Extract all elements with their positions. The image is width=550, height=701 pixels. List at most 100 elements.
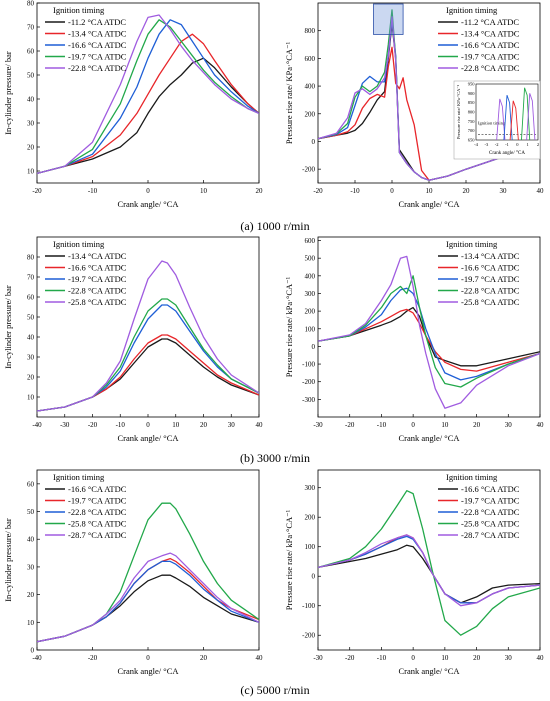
x-tick-label: 20 (473, 654, 481, 662)
legend-label: -16.6 °CA ATDC (461, 263, 520, 273)
x-tick-label: 40 (537, 421, 545, 429)
x-tick-label: -10 (350, 187, 360, 195)
x-tick-label: 0 (411, 421, 415, 429)
inset-x-tick-label: -4 (474, 142, 478, 147)
legend-label: -16.6 °CA ATDC (68, 40, 127, 50)
legend-title: Ignition timing (53, 5, 105, 15)
y-tick-label: 300 (305, 290, 316, 298)
y-tick-label: 400 (305, 272, 316, 280)
y-tick-label: 40 (27, 536, 35, 544)
y-tick-label: 200 (305, 514, 316, 522)
series-line (37, 19, 259, 175)
series-line (318, 287, 540, 381)
legend-label: -22.8 °CA ATDC (68, 63, 127, 73)
x-tick-label: 20 (463, 187, 471, 195)
x-tick-label: 30 (505, 421, 513, 429)
legend-label: -19.7 °CA ATDC (461, 274, 520, 284)
inset-series-line (496, 98, 506, 141)
legend-label: -16.6 °CA ATDC (68, 263, 127, 273)
x-tick-label: -20 (345, 654, 355, 662)
legend-label: -11.2 °CA ATDC (68, 17, 126, 27)
x-axis-label: Crank angle/ °CA (118, 199, 180, 209)
x-tick-label: 10 (441, 654, 449, 662)
y-tick-label: 60 (27, 48, 35, 56)
y-tick-label: -100 (302, 361, 315, 369)
x-tick-label: 20 (473, 421, 481, 429)
inset-y-tick-label: 700 (468, 128, 476, 133)
x-tick-label: 0 (390, 187, 394, 195)
chart-c-prr: -30 -20 -10 0 10 20 30 40-200-1000100200300Cran… (284, 469, 545, 676)
series-line (37, 304, 259, 412)
inset-x-tick-label: -1 (505, 142, 509, 147)
series-line (318, 308, 540, 372)
legend-label: -19.7 °CA ATDC (68, 496, 127, 506)
x-tick-label: 10 (441, 421, 449, 429)
zoom-highlight (373, 3, 404, 35)
y-tick-label: -200 (302, 166, 315, 174)
y-axis-label: Pressure rise rate/ kPa·°CA⁻¹ (284, 509, 294, 610)
y-tick-label: 30 (27, 120, 35, 128)
x-tick-label: 40 (537, 654, 545, 662)
series-group (318, 490, 540, 636)
series-line (37, 552, 259, 643)
x-tick-label: 40 (256, 421, 264, 429)
y-tick-label: 300 (305, 484, 316, 492)
y-tick-label: 400 (305, 83, 316, 91)
y-tick-label: 10 (27, 168, 35, 176)
legend-label: -13.4 °CA ATDC (68, 251, 127, 261)
series-line (318, 490, 540, 636)
series-line (318, 275, 540, 388)
x-tick-label: -20 (313, 187, 323, 195)
x-tick-label: 0 (146, 187, 150, 195)
y-tick-label: 500 (305, 255, 316, 263)
x-tick-label: 20 (200, 654, 208, 662)
y-tick-label: 0 (31, 647, 35, 655)
y-tick-label: 60 (27, 480, 35, 488)
legend-label: -22.8 °CA ATDC (68, 507, 127, 517)
inset-x-tick-label: 2 (537, 142, 539, 147)
x-tick-label: 30 (500, 187, 508, 195)
x-tick-label: -20 (32, 187, 42, 195)
legend-label: -13.4 °CA ATDC (68, 29, 127, 39)
x-tick-label: 0 (146, 421, 150, 429)
x-tick-label: -10 (377, 654, 387, 662)
legend-label: -13.4 °CA ATDC (461, 251, 520, 261)
series-line (37, 557, 259, 643)
y-tick-label: -300 (302, 396, 315, 404)
y-tick-label: 10 (27, 619, 35, 627)
x-tick-label: 40 (256, 654, 264, 662)
legend-label: -28.7 °CA ATDC (68, 530, 127, 540)
y-axis-label: Pressure rise rate/ kPa·°CA⁻¹ (284, 276, 294, 377)
series-group (37, 14, 259, 175)
legend-label: -25.8 °CA ATDC (68, 519, 127, 529)
y-tick-label: 20 (27, 374, 35, 382)
inset-annotation: Ignition timing (478, 121, 506, 126)
x-tick-label: -20 (88, 421, 98, 429)
legend-title: Ignition timing (446, 5, 498, 15)
chart-a-pressure: -20 -10 0 10 20 10 20 30 40 50 60 70 80 Crank angle/ … (3, 0, 263, 209)
y-tick-label: 20 (27, 144, 35, 152)
y-tick-label: 70 (27, 24, 35, 32)
series-group (37, 260, 259, 412)
legend-label: -19.7 °CA ATDC (68, 274, 127, 284)
legend-label: -22.8 °CA ATDC (68, 286, 127, 296)
y-axis-label: Pressure rise rate/ KPa·°CA⁻¹ (284, 41, 294, 144)
inset-x-label: Crank angle/ °CA (489, 151, 525, 156)
legend-label: -22.8 °CA ATDC (461, 507, 520, 517)
x-tick-label: -20 (88, 654, 98, 662)
inset-y-tick-label: 800 (468, 110, 476, 115)
series-line (37, 574, 259, 643)
series-line (37, 19, 259, 175)
x-tick-label: -40 (32, 421, 42, 429)
x-axis-label: Crank angle/ °CA (399, 433, 461, 443)
x-tick-label: 30 (228, 421, 236, 429)
y-tick-label: -200 (302, 632, 315, 640)
series-line (318, 255, 540, 409)
plot-frame (317, 236, 541, 418)
chart-b-prr: -30 -20 -10 0 10 20 30 40-300-200-1000100200300… (284, 236, 545, 443)
inset-y-tick-label: 750 (468, 119, 476, 124)
inset-x-tick-label: 0 (516, 142, 519, 147)
legend-label: -22.8 °CA ATDC (461, 63, 520, 73)
legend-title: Ignition timing (53, 472, 105, 482)
